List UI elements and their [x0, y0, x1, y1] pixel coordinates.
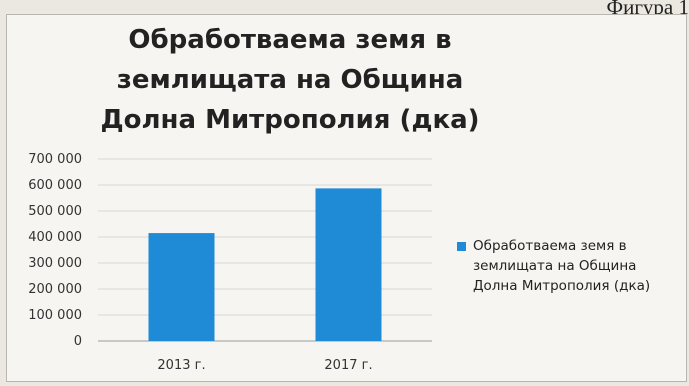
- x-tick-label: 2013 г.: [157, 358, 205, 373]
- y-tick-label: 0: [74, 334, 82, 349]
- bar: [148, 233, 215, 341]
- chart-title: Обработваема земя в землищата на Община …: [100, 25, 480, 135]
- x-tick-label: 2017 г.: [324, 358, 372, 373]
- y-tick-label: 300 000: [28, 256, 82, 271]
- legend-swatch: [457, 242, 466, 251]
- y-tick-label: 400 000: [28, 230, 82, 245]
- y-tick-label: 100 000: [28, 308, 82, 323]
- y-tick-label: 600 000: [28, 178, 82, 193]
- y-tick-label: 500 000: [28, 204, 82, 219]
- y-tick-label: 700 000: [28, 152, 82, 167]
- bar: [315, 188, 382, 341]
- legend-label: Обработваема земя в землищата на Община …: [473, 238, 651, 294]
- y-tick-label: 200 000: [28, 282, 82, 297]
- legend: Обработваема земя в землищата на Община …: [457, 236, 687, 296]
